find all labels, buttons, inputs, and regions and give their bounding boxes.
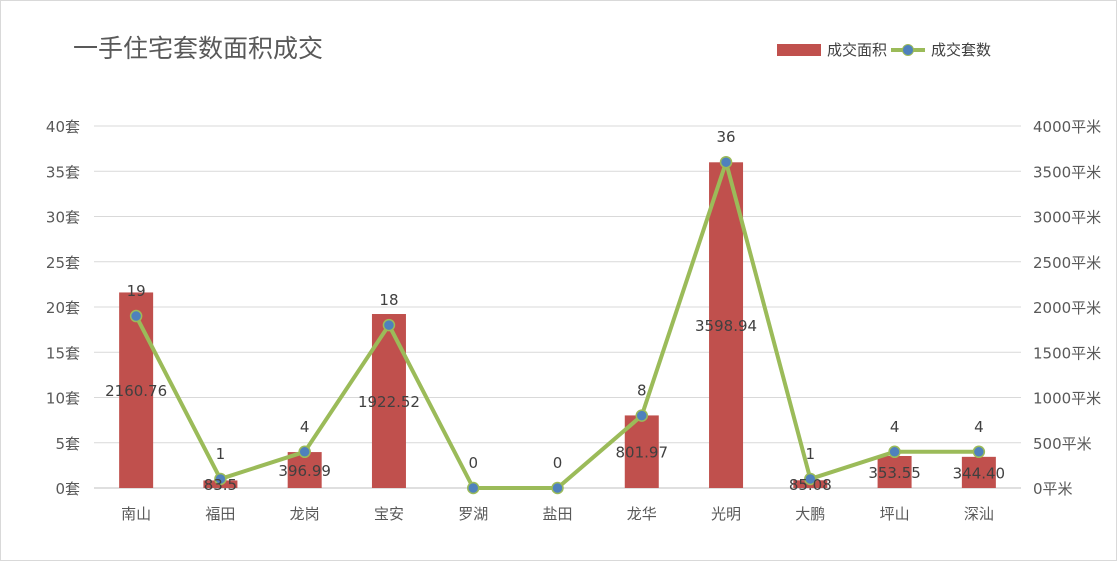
line-marker [382,318,396,332]
line-marker [635,409,649,422]
line-marker [551,481,564,495]
bar-data-label: 83.5 [204,476,237,494]
legend-label-count: 成交套数 [931,41,992,59]
y-right-tick-label: 3500平米 [1033,163,1101,181]
x-tick-label: 南山 [121,505,151,523]
bar [287,452,322,488]
line-data-label: 8 [637,382,647,400]
line-data-label: 4 [890,418,900,436]
x-tick-label: 龙华 [627,505,657,523]
x-tick-label: 龙岗 [290,505,320,523]
x-tick-label: 盐田 [542,505,572,523]
y-right-tick-label: 4000平米 [1033,118,1101,136]
bar-data-label: 344.40 [953,464,1006,482]
chart-title: 一手住宅套数面积成交 [73,34,324,63]
line-data-label: 1 [806,445,816,463]
y-right-tick-label: 2000平米 [1033,299,1101,317]
bar [961,456,996,488]
y-left-tick-label: 0套 [55,480,80,498]
x-tick-label: 光明 [711,505,741,523]
line-series [134,160,979,490]
line-data-label: 18 [379,291,398,309]
x-tick-label: 坪山 [880,505,910,523]
legend-item-count: 成交套数 [891,39,991,60]
line-data-label: 19 [127,282,146,300]
y-left-tick-label: 20套 [46,299,80,317]
bar-data-label: 396.99 [278,462,331,480]
line-marker [719,155,733,169]
y-right-tick-label: 1500平米 [1033,344,1101,362]
line-marker [298,445,311,459]
bar-data-label: 353.55 [868,464,921,482]
line-data-label: 4 [300,418,310,436]
bar [877,456,912,488]
line-marker [214,472,227,486]
legend-swatch-count [891,43,926,56]
line-data-label: 0 [553,454,563,472]
x-tick-label: 福田 [205,505,235,523]
bar [709,162,744,488]
bar-data-label: 85.08 [789,476,832,494]
x-tick-label: 宝安 [374,505,404,523]
line-marker [972,445,986,459]
y-right-tick-label: 3000平米 [1033,209,1101,227]
line-marker [804,472,817,486]
y-right-tick-label: 500平米 [1033,435,1092,453]
line-data-label: 1 [216,445,226,463]
y-right-tick-label: 2500平米 [1033,254,1101,272]
legend-label-area: 成交面积 [827,41,888,59]
y-left-tick-label: 15套 [46,344,80,362]
x-tick-label: 深汕 [964,505,994,523]
bar-data-label: 1922.52 [358,393,420,411]
y-left-tick-label: 25套 [46,254,80,272]
line-marker [129,309,143,323]
line-marker [466,481,480,495]
y-left-tick-label: 40套 [46,118,80,136]
x-tick-label: 罗湖 [458,505,488,523]
y-left-tick-label: 35套 [46,163,80,181]
bar-data-label: 2160.76 [105,382,167,400]
y-left-tick-label: 10套 [46,390,80,408]
line-marker [888,445,901,459]
x-tick-label: 大鹏 [795,505,825,523]
y-right-tick-label: 1000平米 [1033,390,1101,408]
y-left-tick-label: 5套 [55,435,80,453]
y-left-tick-label: 30套 [46,209,80,227]
bar [119,292,154,488]
line-data-label: 0 [468,454,478,472]
legend-item-area: 成交面积 [777,39,887,60]
line-data-label: 4 [974,418,984,436]
bar-data-label: 801.97 [616,444,669,462]
bar-data-label: 3598.94 [695,317,757,335]
y-right-tick-label: 0平米 [1033,480,1073,498]
chart-legend: 成交面积 成交套数 [777,39,995,60]
line-data-label: 36 [716,128,735,146]
legend-swatch-area [777,43,821,56]
